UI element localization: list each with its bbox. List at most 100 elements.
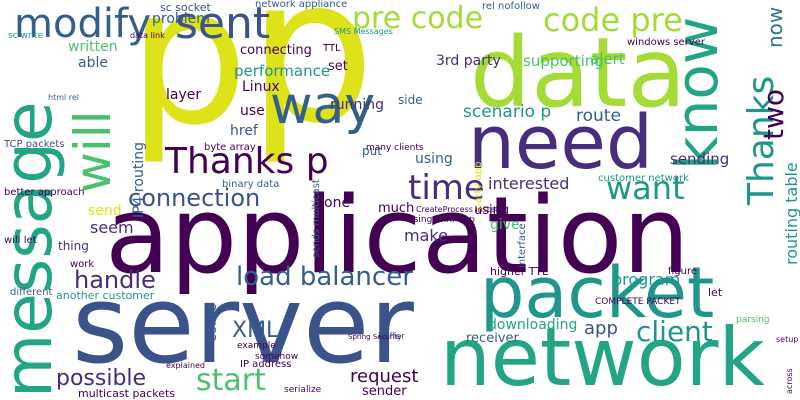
cloud-word: will let xyxy=(4,235,37,246)
cloud-word: html rel xyxy=(48,93,80,102)
cloud-word: IP address xyxy=(240,359,292,370)
cloud-word: possible xyxy=(56,366,147,391)
cloud-word: CreateProcess instead xyxy=(416,205,505,214)
cloud-word: routing table xyxy=(782,162,800,265)
cloud-word: alert xyxy=(590,50,625,68)
cloud-word: handle xyxy=(74,266,156,294)
cloud-word: now xyxy=(763,6,787,48)
cloud-word: explained xyxy=(166,361,206,370)
cloud-word: app xyxy=(584,318,618,339)
cloud-word: binary data xyxy=(222,179,280,190)
cloud-word: using xyxy=(474,203,510,218)
cloud-word: written xyxy=(68,39,118,55)
cloud-word: supporting xyxy=(523,52,604,70)
cloud-word: network xyxy=(440,311,765,400)
cloud-word: thing xyxy=(58,239,89,253)
cloud-word: using WinPCap xyxy=(408,215,476,225)
cloud-word: set xyxy=(328,59,348,74)
cloud-word: use xyxy=(240,103,265,119)
cloud-word: receiver xyxy=(466,331,519,346)
cloud-word: data xyxy=(470,17,687,129)
cloud-word: data link xyxy=(130,31,165,40)
cloud-word: load balancer xyxy=(236,262,413,292)
cloud-word: layer xyxy=(166,87,202,103)
cloud-word: will xyxy=(64,110,122,193)
cloud-word: need xyxy=(468,100,653,186)
cloud-word: downloading xyxy=(488,317,578,333)
cloud-word: let xyxy=(708,286,723,299)
cloud-word: one xyxy=(324,195,351,211)
cloud-word: sc write xyxy=(8,31,44,41)
cloud-word: href xyxy=(230,123,258,139)
cloud-word: sender xyxy=(362,384,407,399)
cloud-word: modify xyxy=(14,1,151,47)
cloud-word: Thanks p xyxy=(165,141,329,182)
cloud-word: rel nofollow xyxy=(482,1,540,12)
cloud-word: side xyxy=(398,93,423,107)
cloud-word: many clients xyxy=(366,143,424,153)
cloud-word: another customer xyxy=(56,289,155,302)
cloud-word: somehow xyxy=(255,352,299,362)
cloud-word: two xyxy=(757,88,790,140)
cloud-word: sends multicast xyxy=(311,179,322,258)
cloud-word: much xyxy=(378,201,415,216)
cloud-word: better approach xyxy=(4,187,85,198)
cloud-word: give xyxy=(490,217,520,233)
cloud-word: sent xyxy=(175,0,271,49)
cloud-word: party app xyxy=(473,161,484,210)
cloud-word: want xyxy=(606,169,685,207)
cloud-word: make xyxy=(404,226,448,245)
cloud-word: work xyxy=(70,259,95,270)
cloud-word: COMPLETE PACKET xyxy=(595,297,681,307)
cloud-word: multicast packets xyxy=(78,387,176,400)
cloud-word: code pre xyxy=(543,1,683,39)
cloud-word: running xyxy=(330,97,385,113)
cloud-word: different xyxy=(10,287,53,298)
cloud-word: customer network xyxy=(598,173,689,184)
cloud-word: sc socket xyxy=(160,1,211,14)
cloud-word: seem xyxy=(90,218,134,237)
cloud-word: byte array xyxy=(204,142,256,153)
cloud-word: request xyxy=(350,366,419,387)
cloud-word: network appliance xyxy=(255,0,348,10)
cloud-word: windows server xyxy=(627,37,705,48)
cloud-word: way xyxy=(270,76,376,136)
cloud-word: send xyxy=(88,203,122,219)
cloud-word: connection xyxy=(128,184,261,212)
cloud-word: problem xyxy=(152,11,210,27)
cloud-word: packet xyxy=(480,252,715,334)
cloud-word: server xyxy=(72,263,414,388)
cloud-word: setup xyxy=(776,335,799,344)
cloud-word: Linux xyxy=(242,79,280,95)
cloud-word: able xyxy=(78,55,108,71)
cloud-word: TCP packets xyxy=(4,139,65,150)
cloud-word: performance xyxy=(234,62,331,80)
cloud-word: example xyxy=(237,341,276,351)
cloud-word: SMS Messages xyxy=(334,27,393,36)
cloud-word: put xyxy=(362,144,382,158)
cloud-word: figure xyxy=(668,266,698,277)
cloud-word: sending xyxy=(670,150,730,168)
cloud-word: route xyxy=(576,106,621,126)
cloud-word: 3rd party xyxy=(436,53,501,69)
cloud-word: pre code xyxy=(352,1,484,36)
cloud-word: TTL xyxy=(323,43,341,54)
cloud-word: interested xyxy=(488,174,570,193)
cloud-word: parsing xyxy=(736,315,770,325)
cloud-word: scenario p xyxy=(463,102,552,122)
cloud-word: buffer xyxy=(378,332,405,342)
cloud-word: connecting xyxy=(240,43,312,58)
cloud-word: across xyxy=(785,368,794,394)
cloud-word: client xyxy=(636,315,713,348)
cloud-word: p xyxy=(128,0,249,167)
cloud-word: p xyxy=(248,0,375,168)
cloud-word: time xyxy=(408,168,485,208)
cloud-word: start xyxy=(196,363,266,398)
cloud-word: application xyxy=(105,174,690,297)
cloud-word: come xyxy=(204,303,220,342)
cloud-word: using xyxy=(415,151,453,167)
cloud-word: XML xyxy=(232,318,279,343)
cloud-word: Spring Security xyxy=(348,333,402,341)
cloud-word: program xyxy=(612,270,681,289)
